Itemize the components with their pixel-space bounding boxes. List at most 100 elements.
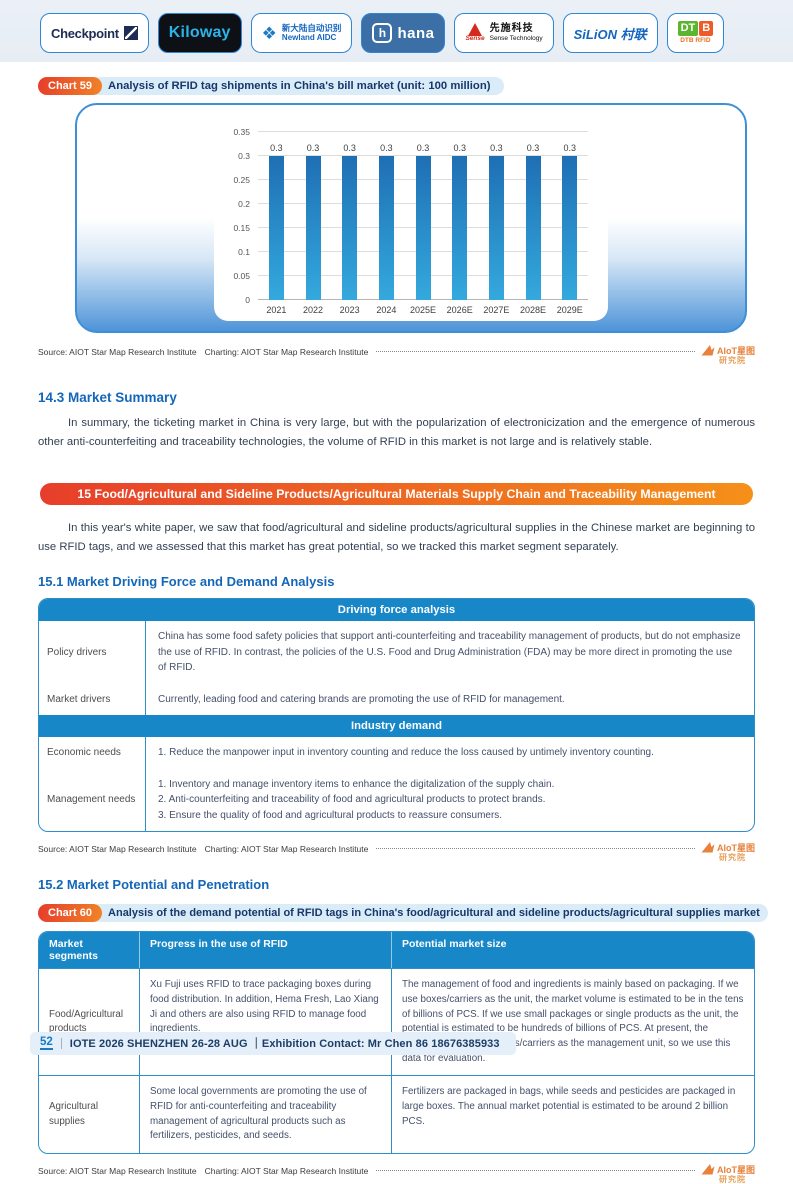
dotted-leader: [376, 848, 695, 850]
section-15-banner: 15 Food/Agricultural and Sideline Produc…: [40, 483, 753, 506]
dtb-b-block: B: [699, 21, 714, 37]
bar-value-label: 0.3: [380, 143, 393, 153]
cell-progress: Xu Fuji uses RFID to trace packaging box…: [139, 968, 391, 1076]
bar: [305, 156, 321, 300]
aiot-watermark: AIoT星图 研究院: [701, 842, 755, 862]
checkpoint-wordmark: Checkpoint: [51, 25, 119, 41]
aiot-swoosh-icon: [701, 1164, 715, 1175]
row-text-economic-needs: 1. Reduce the manpower input in inventor…: [145, 737, 754, 769]
chart-panel: 0 0.05 0.1 0.15 0.2 0.25 0.3 0.35 0.3 0.3 0.3 0.3 0…: [214, 116, 608, 321]
bar: [488, 156, 504, 300]
source-row-1: Source: AIOT Star Map Research Institute…: [38, 345, 755, 365]
hana-wordmark: hana: [397, 24, 435, 42]
bar-group: 0.3: [551, 132, 588, 300]
bar: [268, 156, 284, 300]
aiot-watermark: AIoT星图 研究院: [701, 1164, 755, 1184]
aiot-watermark: AIoT星图 研究院: [701, 345, 755, 365]
bill-market-bar-chart: 0 0.05 0.1 0.15 0.2 0.25 0.3 0.35 0.3 0.3 0.3 0.3 0…: [75, 103, 747, 333]
newland-cn-text: 新大陆自动识别: [281, 22, 342, 33]
table-band-industry-demand: Industry demand: [39, 715, 754, 738]
aiot-swoosh-icon: [701, 842, 715, 853]
bar-group: 0.3: [405, 132, 442, 300]
gridline: [258, 155, 588, 156]
x-tick-label: 2021: [266, 305, 287, 315]
source-text: Source: AIOT Star Map Research Institute…: [38, 347, 369, 357]
bar-value-label: 0.3: [490, 143, 503, 153]
chart-plot-area: 0.3 0.3 0.3 0.3 0.3 0.3 0.3 0.3 0.3: [258, 131, 588, 300]
y-tick-label: 0.05: [233, 271, 250, 281]
y-tick-label: 0.15: [233, 223, 250, 233]
source-text: Source: AIOT Star Map Research Institute…: [38, 844, 369, 855]
logo-kiloway: Kiloway: [157, 13, 242, 53]
heading-15-1: 15.1 Market Driving Force and Demand Ana…: [38, 574, 335, 590]
heading-15-2: 15.2 Market Potential and Penetration: [38, 877, 270, 893]
sense-en-text: Sense Technology: [489, 35, 543, 43]
paragraph-14-3: In summary, the ticketing market in Chin…: [38, 417, 755, 449]
cell-progress: Some local governments are promoting the…: [139, 1075, 391, 1154]
cell-segment: Food/Agricultural products: [39, 968, 139, 1075]
silion-wordmark: SiLiON 村联: [573, 26, 647, 42]
row-label-economic-needs: Economic needs: [47, 747, 121, 759]
bar-value-label: 0.3: [343, 143, 356, 153]
chart-bars: 0.3 0.3 0.3 0.3 0.3 0.3 0.3 0.3 0.3: [258, 132, 588, 300]
row-label-policy-drivers: Policy drivers: [47, 646, 107, 658]
paragraph-15: In this year's white paper, we saw that …: [38, 522, 755, 554]
bar-value-label: 0.3: [306, 143, 320, 153]
dtb-sub-text: DTB RFID: [680, 37, 711, 45]
logo-silion: SiLiON 村联: [562, 13, 658, 53]
page-footer: 52 IOTE 2026 SHENZHEN 26-28 AUG ｜Exhibit…: [30, 1032, 516, 1055]
dtb-dt-block: DT: [677, 21, 699, 37]
source-row-3: Source: AIOT Star Map Research Institute…: [38, 1164, 755, 1184]
y-tick-label: 0: [245, 295, 250, 305]
bar: [562, 156, 578, 300]
bar-value-label: 0.3: [416, 143, 430, 153]
hana-icon: h: [372, 23, 393, 43]
bar-value-label: 0.3: [563, 143, 576, 153]
chart59-badge: Chart 59: [38, 77, 103, 95]
bar-group: 0.3: [258, 132, 295, 300]
row-text-management-needs: 1. Inventory and manage inventory items …: [145, 768, 754, 832]
sense-cn-text: 先施科技: [489, 23, 534, 35]
bar: [452, 156, 468, 300]
chart-y-axis: 0 0.05 0.1 0.15 0.2 0.25 0.3 0.35: [222, 127, 258, 305]
y-tick-label: 0.25: [233, 175, 250, 185]
logo-checkpoint: Checkpoint: [40, 13, 149, 53]
col-header-potential: Potential market size: [391, 932, 754, 969]
footer-text: IOTE 2026 SHENZHEN 26-28 AUG ｜Exhibition…: [69, 1038, 500, 1050]
table-row-agricultural-supplies: Agricultural supplies Some local governm…: [39, 1075, 754, 1154]
bar-group: 0.3: [478, 132, 515, 300]
cell-potential: The management of food and ingredients i…: [391, 968, 754, 1076]
dotted-leader: [376, 1170, 695, 1172]
bar: [415, 156, 431, 300]
sense-brand-text: Sense: [465, 35, 485, 43]
row-label-management-needs: Management needs: [47, 794, 136, 806]
driving-force-table: Driving force analysis Policy drivers Ch…: [38, 598, 755, 833]
bar-group: 0.3: [515, 132, 552, 300]
logo-hana: h hana: [361, 13, 446, 53]
chart59-title-row: Chart 59 Analysis of RFID tag shipments …: [38, 77, 755, 95]
x-tick-label: 2023: [339, 305, 360, 315]
row-text-policy-drivers: China has some food safety policies that…: [145, 621, 754, 684]
page-number: 52: [40, 1036, 53, 1051]
aiot-swoosh-icon: [701, 345, 715, 356]
chart59-title: Analysis of RFID tag shipments in China'…: [90, 77, 505, 95]
x-tick-label: 2028E: [520, 305, 547, 315]
source-row-2: Source: AIOT Star Map Research Institute…: [38, 842, 755, 862]
y-tick-label: 0.35: [233, 127, 250, 137]
bar: [378, 156, 394, 300]
table-band-driving-force: Driving force analysis: [39, 599, 754, 622]
chart60-badge: Chart 60: [38, 904, 103, 923]
chart60-title: Analysis of the demand potential of RFID…: [90, 904, 768, 923]
col-header-progress: Progress in the use of RFID: [139, 932, 391, 969]
sense-triangle-icon: [468, 23, 483, 37]
x-tick-label: 2025E: [410, 305, 437, 315]
x-tick-label: 2024: [376, 305, 397, 315]
row-text-market-drivers: Currently, leading food and catering bra…: [145, 683, 754, 716]
cell-segment: Agricultural supplies: [39, 1075, 139, 1153]
x-tick-label: 2026E: [446, 305, 473, 315]
row-label-market-drivers: Market drivers: [47, 693, 111, 705]
newland-diamond-icon: ❖: [261, 23, 277, 43]
col-header-market-segments: Market segments: [39, 932, 139, 969]
heading-14-3: 14.3 Market Summary: [38, 390, 177, 406]
kiloway-wordmark: Kiloway: [168, 24, 231, 41]
